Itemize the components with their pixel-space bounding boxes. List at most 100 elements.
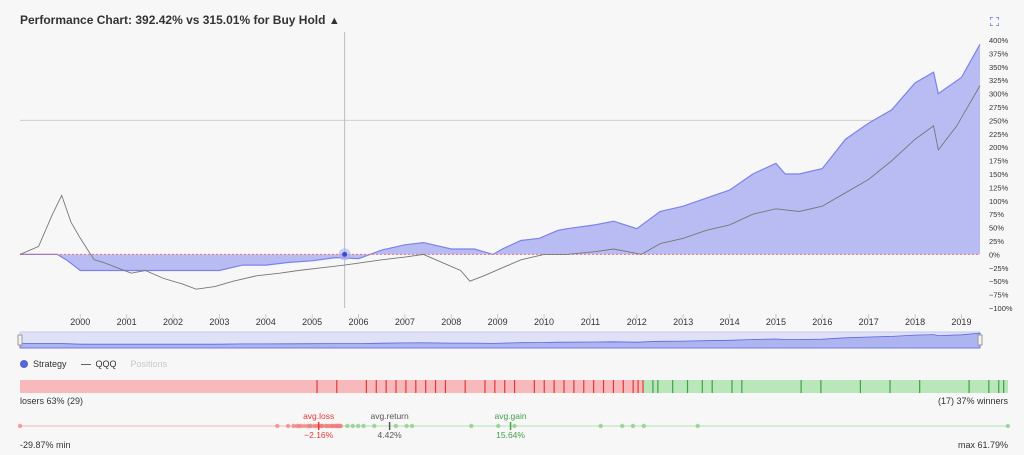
loss-trade-tick (444, 380, 447, 393)
y-tick-label: 400% (989, 36, 1009, 45)
qqq-line[interactable] (19, 85, 981, 290)
return-distribution: avg.loss −2.16% avg.return 4.42% avg.gain 15.… (17, 411, 1011, 438)
loss-trade-tick (637, 380, 639, 393)
win-trade-tick (998, 380, 1000, 393)
min-label: -29.87% min (20, 440, 71, 450)
chart-title: Performance Chart: 392.42% vs 315.01% fo… (20, 13, 340, 27)
y-tick-label: 375% (989, 49, 1009, 58)
legend-strategy[interactable]: Strategy (20, 359, 67, 369)
legend-qqq-label: QQQ (95, 359, 117, 369)
gain-trade-dot (469, 423, 474, 429)
y-tick-label: 350% (989, 63, 1009, 72)
legend-qqq[interactable]: QQQ (80, 359, 117, 369)
y-tick-label: 175% (989, 157, 1009, 166)
loss-trade-tick (385, 380, 387, 393)
loss-trade-dot (17, 423, 23, 429)
x-tick-label: 2014 (720, 317, 740, 327)
y-tick-label: 50% (989, 224, 1004, 233)
avg-loss-label: avg.loss (303, 411, 334, 421)
win-trade-tick (711, 380, 713, 393)
losers-segment (20, 380, 643, 393)
avg-gain-value: 15.64% (496, 430, 525, 438)
loss-trade-tick (583, 380, 585, 393)
loss-trade-dot (330, 423, 335, 429)
legend: Strategy QQQ Positions (20, 359, 167, 369)
y-tick-label: 325% (989, 76, 1009, 85)
y-tick-label: −75% (989, 291, 1009, 300)
gain-trade-dot (350, 423, 355, 429)
x-tick-label: 2003 (209, 317, 229, 327)
loss-trade-tick (365, 380, 367, 393)
x-tick-label: 2001 (117, 317, 137, 327)
x-tick-label: 2013 (673, 317, 693, 327)
x-tick-label: 2005 (302, 317, 322, 327)
x-tick-label: 2011 (581, 317, 600, 327)
navigator-series (19, 332, 981, 349)
performance-chart[interactable]: 2000 2001 2002 2003 2004 2005 2006 2007 2008 2009… (0, 0, 1024, 330)
chart-title-text: Performance Chart: 392.42% vs 315.01% fo… (20, 13, 326, 27)
loss-trade-tick (543, 380, 545, 393)
gain-trade-dot (355, 423, 361, 429)
gain-trade-dot (393, 423, 399, 429)
losers-label: losers 63% (29) (20, 396, 84, 406)
loss-trade-tick (484, 380, 486, 393)
win-trade-tick (672, 380, 674, 393)
gain-trade-dot (409, 423, 415, 429)
gain-trade-dot (695, 423, 700, 429)
win-trade-tick (859, 380, 861, 393)
win-trade-tick (820, 380, 822, 393)
y-tick-label: 225% (989, 130, 1009, 139)
gain-trade-dot (641, 423, 646, 429)
loss-trade-tick (316, 380, 318, 393)
x-tick-label: 2007 (395, 317, 415, 327)
gain-trade-dot (1005, 423, 1011, 429)
y-tick-label: 0% (989, 250, 1000, 259)
loss-trade-dot (336, 423, 341, 429)
range-navigator[interactable] (0, 0, 1024, 350)
loss-trade-tick (533, 380, 535, 393)
win-trade-tick (701, 380, 703, 393)
navigator-handle-right[interactable] (977, 334, 983, 346)
win-loss-bar (20, 380, 1008, 393)
gain-trade-dot (496, 423, 501, 429)
max-label: max 61.79% (957, 440, 1008, 450)
y-tick-label: −25% (989, 264, 1009, 273)
loss-trade-dot (313, 423, 319, 429)
winners-label: (17) 37% winners (937, 396, 1008, 406)
y-tick-label: 200% (989, 143, 1009, 152)
loss-trade-tick (642, 380, 644, 393)
qqq-line-icon (80, 363, 91, 365)
legend-positions[interactable]: Positions (131, 359, 168, 369)
win-trade-tick (652, 380, 654, 393)
y-tick-label: 150% (989, 170, 1009, 179)
x-tick-label: 2006 (349, 317, 369, 327)
loss-trade-tick (395, 380, 397, 393)
loss-trade-tick (405, 380, 407, 393)
loss-trade-tick (563, 380, 565, 393)
legend-strategy-label: Strategy (33, 359, 67, 369)
win-trade-tick (968, 380, 970, 393)
strategy-area (20, 44, 980, 271)
loss-trade-dot (302, 423, 307, 429)
hover-point[interactable] (342, 251, 348, 257)
y-tick-label: −100% (989, 304, 1013, 313)
loss-trade-dot (275, 423, 280, 429)
navigator-handle-left[interactable] (17, 334, 23, 346)
x-tick-label: 2008 (441, 317, 461, 327)
x-tick-label: 2002 (163, 317, 183, 327)
warning-triangle-icon[interactable]: ▲ (328, 15, 340, 27)
loss-trade-tick (415, 380, 417, 393)
x-tick-label: 2016 (812, 317, 832, 327)
gain-trade-dot (512, 423, 517, 429)
loss-trade-tick (494, 380, 496, 393)
loss-trade-tick (425, 380, 427, 393)
avg-loss-value: −2.16% (304, 430, 334, 438)
strategy-line[interactable] (20, 44, 981, 272)
loss-trade-dot (324, 423, 330, 429)
x-tick-label: 2017 (859, 317, 879, 327)
y-tick-label: 300% (989, 90, 1009, 99)
gain-trade-dot (620, 423, 625, 429)
avg-gain-label: avg.gain (494, 411, 526, 421)
x-tick-label: 2019 (951, 317, 971, 327)
loss-trade-dot (305, 423, 310, 429)
